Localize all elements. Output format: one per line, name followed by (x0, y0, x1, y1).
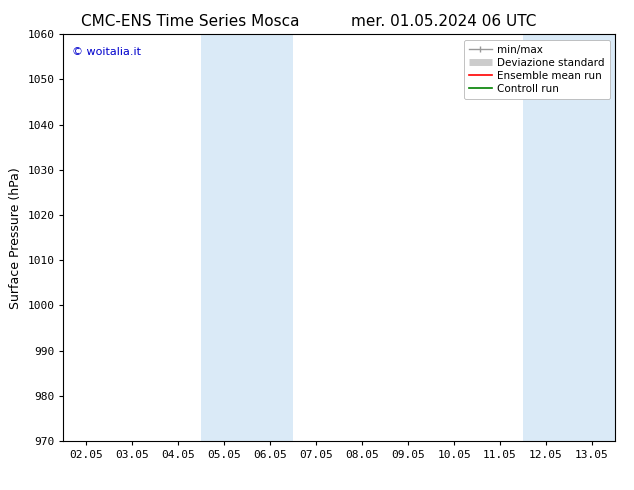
Bar (523, 34, 569, 441)
Bar (569, 34, 615, 441)
Bar (202, 34, 247, 441)
Text: mer. 01.05.2024 06 UTC: mer. 01.05.2024 06 UTC (351, 14, 536, 29)
Y-axis label: Surface Pressure (hPa): Surface Pressure (hPa) (9, 167, 22, 309)
Text: CMC-ENS Time Series Mosca: CMC-ENS Time Series Mosca (81, 14, 299, 29)
Text: © woitalia.it: © woitalia.it (72, 47, 141, 56)
Legend: min/max, Deviazione standard, Ensemble mean run, Controll run: min/max, Deviazione standard, Ensemble m… (463, 40, 610, 99)
Bar (247, 34, 293, 441)
